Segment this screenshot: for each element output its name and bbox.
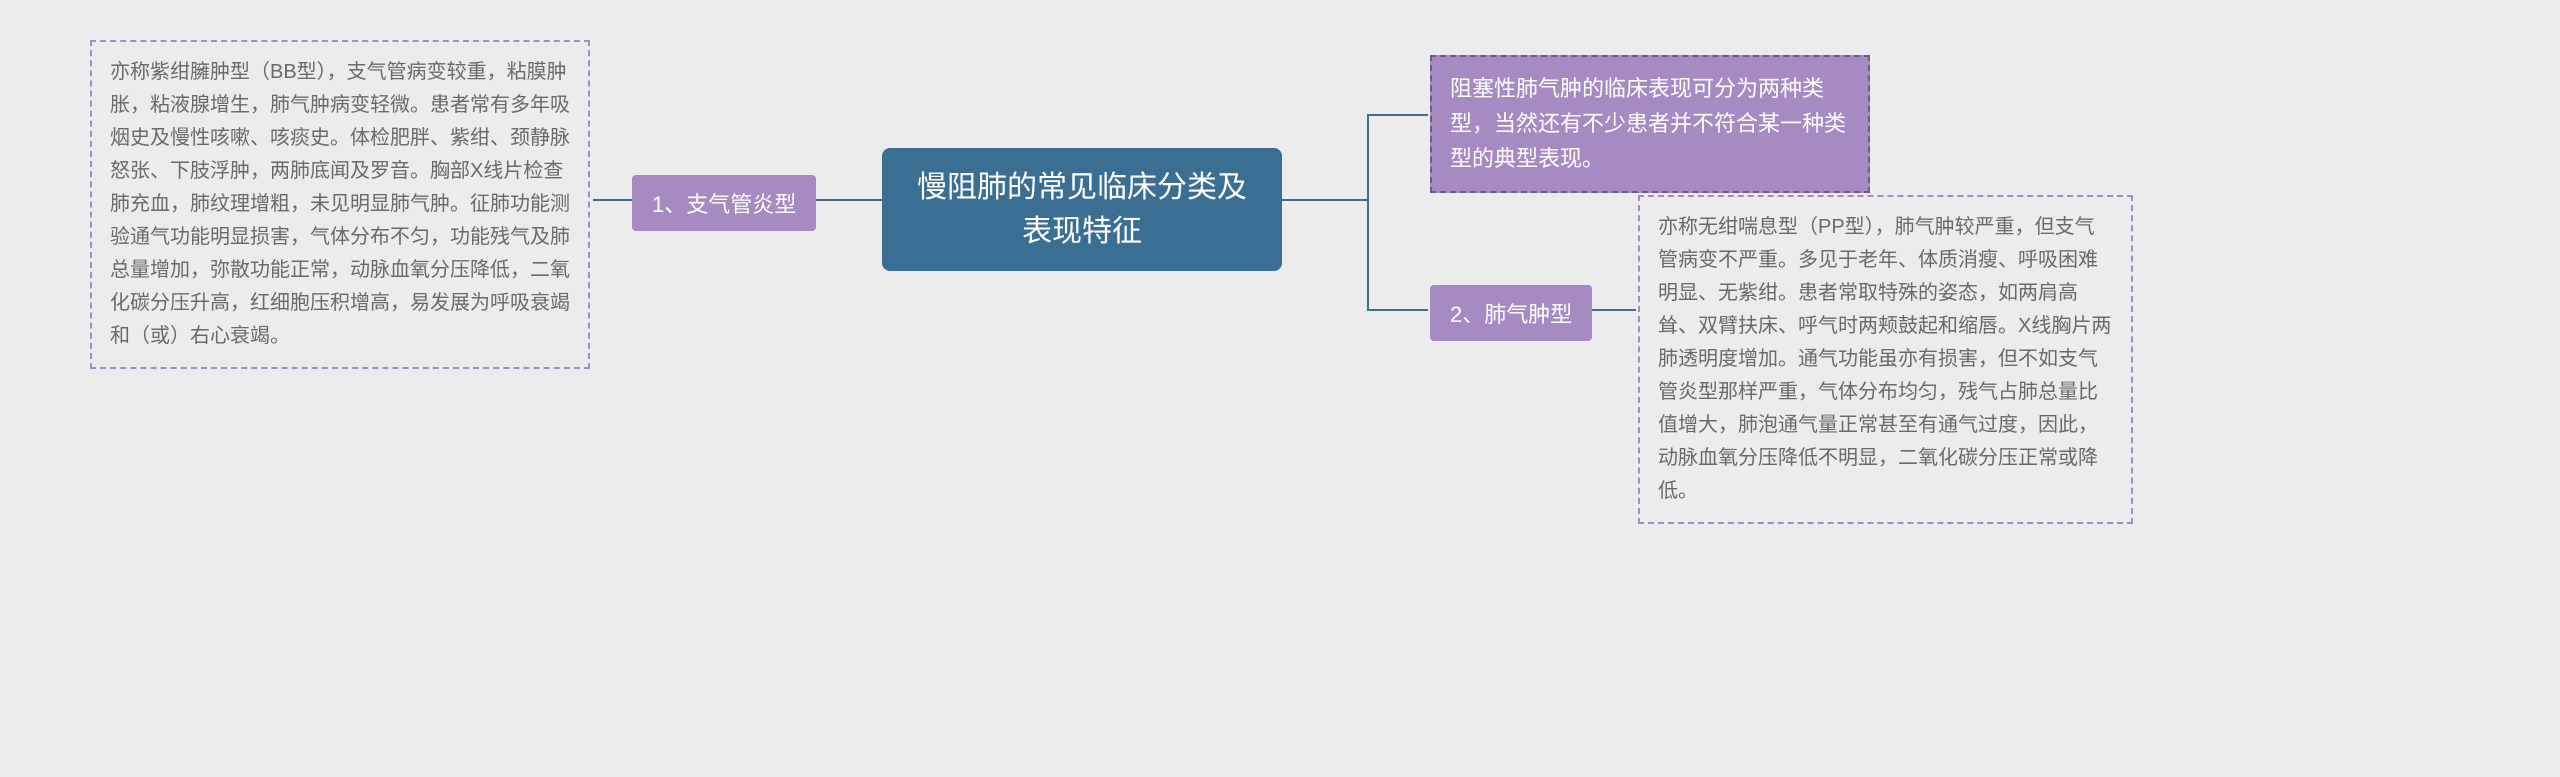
type1-node: 1、支气管炎型 [632, 175, 816, 231]
type1-detail: 亦称紫绀臃肿型（BB型），支气管病变较重，粘膜肿胀，粘液腺增生，肺气肿病变轻微。… [90, 40, 590, 369]
type2-node: 2、肺气肿型 [1430, 285, 1592, 341]
intro-node: 阻塞性肺气肿的临床表现可分为两种类型，当然还有不少患者并不符合某一种类型的典型表… [1430, 55, 1870, 193]
type2-detail: 亦称无绀喘息型（PP型），肺气肿较严重，但支气管病变不严重。多见于老年、体质消瘦… [1638, 195, 2133, 524]
center-topic: 慢阻肺的常见临床分类及表现特征 [882, 148, 1282, 271]
